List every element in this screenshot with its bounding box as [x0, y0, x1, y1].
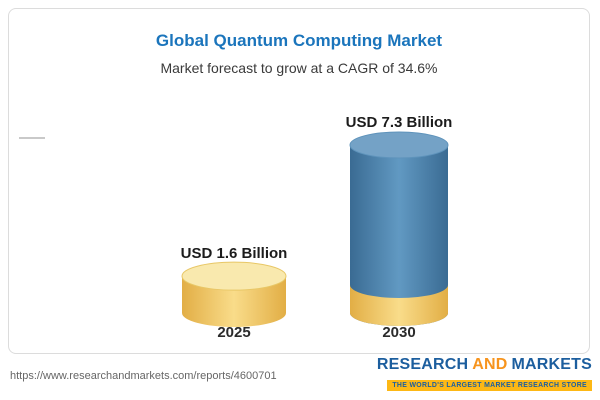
category-label-2025: 2025	[217, 324, 250, 341]
chart-title: Global Quantum Computing Market	[155, 31, 443, 50]
category-label-2030: 2030	[382, 324, 415, 341]
chart-subtitle: Market forecast to grow at a CAGR of 34.…	[160, 60, 438, 76]
research-and-markets-logo[interactable]: RESEARCH AND MARKETS THE WORLD'S LARGEST M…	[377, 356, 592, 392]
bar-2030-gold-base	[350, 285, 448, 326]
logo-wordmark: RESEARCH AND MARKETS	[377, 356, 592, 374]
value-label-2030: USD 7.3 Billion	[346, 114, 453, 131]
logo-word-research: RESEARCH	[376, 356, 469, 373]
left-edge-dash	[19, 137, 45, 139]
bar-2030	[349, 131, 449, 326]
report-url-link[interactable]: https://www.researchandmarkets.com/repor…	[10, 370, 277, 382]
logo-word-markets: MARKETS	[511, 356, 592, 373]
market-cylinder-chart: USD 1.6 Billion USD 7.3 Billion 2025 203…	[181, 114, 453, 341]
value-label-2025: USD 1.6 Billion	[181, 245, 288, 262]
bar-2025	[181, 261, 287, 327]
logo-tagline: THE WORLD'S LARGEST MARKET RESEARCH STOR…	[387, 380, 592, 391]
logo-word-and: AND	[472, 356, 508, 373]
chart-card: Global Quantum Computing Market Market f…	[8, 8, 590, 354]
